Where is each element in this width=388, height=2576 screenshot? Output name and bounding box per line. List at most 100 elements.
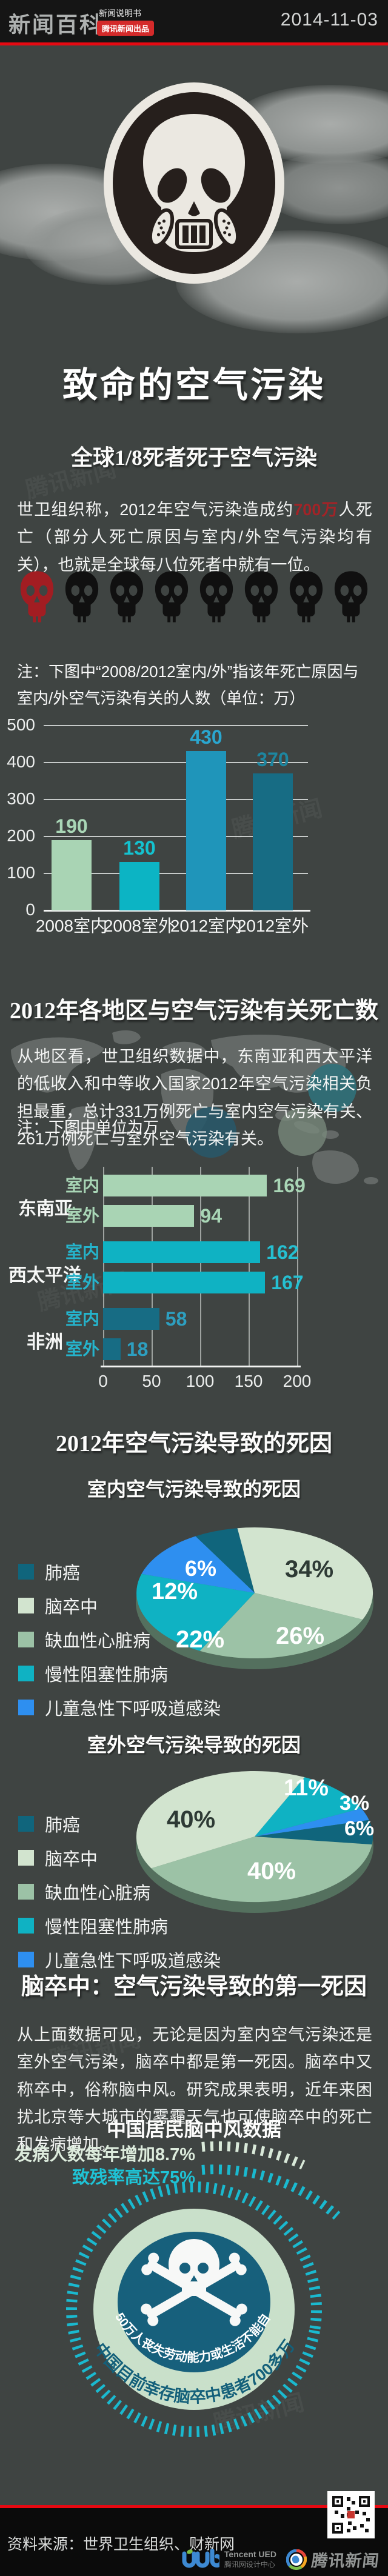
series-label: 室内 xyxy=(65,1309,100,1328)
x-category: 2012室内 xyxy=(170,916,242,935)
slice-stroke xyxy=(237,1527,373,1620)
legend-label: 肺癌 xyxy=(45,1816,81,1835)
y-tick: 100 xyxy=(7,863,35,882)
legend-swatch xyxy=(18,1632,34,1647)
legend-swatch xyxy=(18,1952,34,1967)
section1-heading: 全球1/8死者死于空气污染 xyxy=(70,445,317,470)
skull-crossbones-icon xyxy=(141,2239,247,2326)
indoor-deaths-pie-chart: 34% 26% 22% 12% 6% xyxy=(136,1527,373,1669)
skull-icon xyxy=(65,571,99,622)
section1-paragraph: 世卫组织称，2012年空气污染造成约700万人死亡（部分人死亡原因与室内/外空气… xyxy=(17,501,372,574)
y-tick: 500 xyxy=(7,715,35,734)
slice-ischemic-heart xyxy=(151,1837,372,1903)
series-label: 室外 xyxy=(65,1273,100,1292)
legend-item: 脑卒中 xyxy=(18,1593,98,1618)
legend-swatch xyxy=(18,1850,34,1866)
bar-value: 169 xyxy=(273,1175,306,1196)
axis-baseline xyxy=(44,910,310,912)
legend-label: 脑卒中 xyxy=(45,1598,98,1617)
bar-sea-outdoor: 94 xyxy=(103,1205,222,1227)
x-tick: 50 xyxy=(142,1372,161,1390)
pct-label: 34% xyxy=(285,1556,333,1583)
skull-icon xyxy=(155,571,189,622)
pct-label: 3% xyxy=(340,1792,369,1815)
series-label: 室内 xyxy=(65,1243,100,1261)
qr-code xyxy=(327,2491,375,2538)
stat-incidence: 发病人数每年增加8.7% xyxy=(14,2145,195,2164)
slice-child-respiratory xyxy=(141,1536,255,1593)
section2-heading: 2012年各地区与空气污染有关死亡数 xyxy=(9,998,378,1024)
bar-sea-indoor: 169 xyxy=(103,1175,306,1196)
legend-label: 慢性阻塞性肺病 xyxy=(45,1918,169,1937)
tencent-ued-icon xyxy=(182,2548,219,2568)
indoor-pie-title: 室内空气污染导致的死因 xyxy=(87,1478,301,1500)
x-tick: 200 xyxy=(283,1372,312,1390)
pct-label: 26% xyxy=(276,1623,324,1649)
bar-2012-outdoor: 370 xyxy=(253,749,293,910)
gridline xyxy=(44,799,308,800)
bar-2008-outdoor: 130 xyxy=(119,837,159,910)
y-tick: 300 xyxy=(7,789,35,808)
slice-lung-cancer xyxy=(255,1820,373,1845)
brand-tagline: 新闻说明书 xyxy=(99,8,141,18)
page-title: 致命的空气污染 xyxy=(62,365,326,405)
legend-item: 儿童急性下呼吸道感染 xyxy=(18,1947,221,1972)
footer-logos: Tencent UED 腾讯网设计中心 腾讯新闻 xyxy=(182,2548,380,2571)
region-label: 非洲 xyxy=(27,1332,63,1352)
gridline xyxy=(44,836,308,837)
bar-value: 167 xyxy=(271,1272,304,1293)
legend-label: 儿童急性下呼吸道感染 xyxy=(45,1700,221,1719)
qr-pattern xyxy=(331,2495,371,2535)
tencent-news-label: 腾讯新闻 xyxy=(310,2552,381,2570)
x-tick: 100 xyxy=(186,1372,215,1390)
tick-arc-green xyxy=(201,2141,306,2170)
stroke-circle-infographic: 450万人丧失劳动能力或生活不能自理 中国目前幸存脑卒中患者700多万 xyxy=(0,2131,341,2437)
gridline xyxy=(44,725,308,726)
chart2-note: 注：下图中单位为万 xyxy=(17,1118,159,1136)
legend-item: 慢性阻塞性肺病 xyxy=(18,1913,168,1938)
bar-value: 370 xyxy=(256,748,289,770)
skull-icon xyxy=(199,571,233,622)
legend-swatch xyxy=(18,1666,34,1681)
header-divider xyxy=(0,42,388,45)
footer-divider xyxy=(0,2505,388,2508)
y-tick: 400 xyxy=(7,752,35,771)
slice-child-respiratory xyxy=(255,1808,369,1837)
bar-wpac-outdoor: 167 xyxy=(103,1272,304,1293)
y-tick: 0 xyxy=(25,900,35,919)
legend-item: 缺血性心脏病 xyxy=(18,1879,150,1904)
chart1-note: 注：下图中“2008/2012室内/外”指该年死亡原因与室内/外空气污染有关的人… xyxy=(17,662,359,708)
bar-value: 18 xyxy=(126,1338,149,1360)
skull-icon xyxy=(110,571,144,622)
brand-logo: 新闻百科 xyxy=(8,12,104,37)
bar-wpac-indoor: 162 xyxy=(103,1241,299,1263)
slice-ischemic-heart xyxy=(199,1593,363,1658)
data-source: 资料来源：世界卫生组织、财新网 xyxy=(7,2536,235,2553)
legend-label: 缺血性心脏病 xyxy=(45,1884,151,1903)
pct-label: 12% xyxy=(152,1579,198,1604)
legend-item: 儿童急性下呼吸道感染 xyxy=(18,1695,221,1720)
tencent-news-icon xyxy=(286,2549,307,2570)
x-tick: 150 xyxy=(234,1372,263,1390)
bar-value: 162 xyxy=(266,1241,299,1263)
bar-africa-outdoor: 18 xyxy=(103,1338,148,1360)
x-category: 2008室外 xyxy=(103,916,176,935)
gridline xyxy=(249,1167,250,1367)
gridline xyxy=(200,1167,201,1367)
legend-label: 儿童急性下呼吸道感染 xyxy=(45,1952,221,1971)
legend-swatch xyxy=(18,1700,34,1715)
x-tick: 0 xyxy=(98,1372,108,1390)
legend-label: 缺血性心脏病 xyxy=(45,1632,151,1651)
slice-copd xyxy=(255,1777,362,1837)
pct-label: 22% xyxy=(176,1626,224,1653)
pct-label: 6% xyxy=(185,1556,216,1581)
gridline xyxy=(44,762,308,763)
section4-paragraph: 从上面数据可见，无论是因为室内空气污染还是室外空气污染，脑卒中都是第一死因。脑卒… xyxy=(17,2026,372,2154)
skull-icon xyxy=(244,571,278,622)
slice-stroke xyxy=(136,1770,305,1869)
pct-label: 6% xyxy=(344,1817,374,1840)
producer-badge: 腾讯新闻出品 xyxy=(97,21,155,36)
tick-arc-cyan xyxy=(201,2164,341,2220)
region-label: 西太平洋 xyxy=(8,1266,81,1286)
